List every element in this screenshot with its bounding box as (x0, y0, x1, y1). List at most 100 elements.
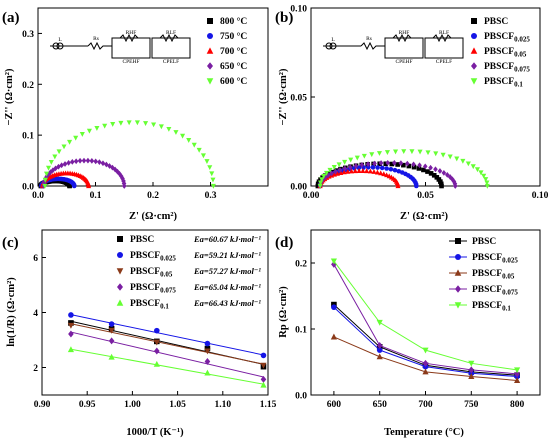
data-point (173, 130, 179, 135)
circuit-label: CPEHF (395, 59, 412, 65)
data-point (381, 171, 387, 177)
rc-element (111, 37, 151, 59)
data-point (134, 120, 140, 126)
data-point (56, 149, 62, 155)
data-point (384, 150, 390, 155)
x-tick-label: 0.2 (147, 191, 159, 201)
fit-line (70, 331, 264, 378)
resistor-icon (87, 41, 112, 51)
legend-marker (117, 236, 123, 242)
data-point (204, 369, 211, 376)
data-point (409, 149, 415, 155)
data-point (329, 170, 334, 177)
legend-marker (117, 252, 123, 258)
data-point (79, 132, 85, 137)
data-point (514, 377, 521, 383)
panel-b: 0.00 0.05 0.100.000.050.10(b)Z' (Ω·cm²)−Z'… (275, 5, 549, 223)
data-point (437, 168, 443, 174)
data-point (379, 165, 385, 171)
data-point (207, 165, 213, 171)
data-point (393, 149, 399, 155)
legend-marker (471, 62, 477, 70)
x-axis-title: Temperature (°C) (384, 427, 464, 438)
legend-marker (454, 302, 462, 309)
data-point (50, 167, 56, 174)
data-point (321, 173, 327, 179)
data-point (62, 161, 68, 167)
data-point (89, 158, 95, 164)
data-point (209, 171, 215, 177)
y-axis-title: ln(1/R) (Ω·cm²) (6, 277, 17, 347)
data-point (428, 171, 434, 176)
x-tick-label: 0.1 (90, 191, 102, 201)
data-point (360, 168, 366, 173)
data-point (361, 153, 367, 159)
data-point (406, 163, 412, 169)
x-tick-label: 750 (464, 400, 479, 410)
data-point (110, 122, 116, 127)
x-tick-label: 650 (373, 400, 388, 410)
data-point (376, 319, 383, 326)
data-point (196, 147, 202, 153)
x-tick-label: 1.15 (260, 400, 277, 410)
data-point (374, 169, 380, 175)
data-point (81, 157, 87, 164)
x-tick-label: 1.05 (169, 400, 186, 410)
circuit-label: Rs (93, 36, 99, 42)
data-point (77, 157, 83, 164)
circuit-label: RLF (166, 30, 176, 36)
y-axis-title: −Z'' (Ω·cm²) (278, 68, 289, 125)
data-point (180, 133, 186, 139)
y-tick-label: 0.0 (295, 392, 307, 402)
circuit-label: RHF (399, 30, 410, 36)
panel-label: (b) (275, 10, 293, 26)
data-point (200, 153, 206, 159)
data-point (191, 142, 197, 148)
data-point (392, 160, 397, 166)
legend-label: PBSCF0.075 (472, 285, 518, 297)
data-point (68, 312, 74, 318)
rc-element (424, 37, 464, 59)
data-point (67, 322, 75, 329)
data-point (153, 339, 160, 346)
data-point (330, 258, 337, 265)
y-tick-label: 0.00 (290, 183, 307, 193)
data-point (73, 135, 79, 141)
data-point (395, 183, 401, 189)
data-point (396, 168, 402, 174)
panel-c: 0.90 0.95 1.00 1.05 1.10 1.15 2 4 6 (c) 1000/T (K⁻… (2, 229, 277, 438)
data-point (108, 327, 115, 334)
data-point (68, 330, 74, 338)
legend-marker (455, 254, 461, 260)
data-point (414, 183, 419, 189)
equivalent-circuit: L Rs RHF CPEHF RLF CPELF (50, 30, 191, 65)
activation-energy-label: Ea=65.04 kJ·mol⁻¹ (193, 282, 261, 292)
circuit-label: CPELF (163, 59, 180, 65)
data-point (86, 128, 92, 134)
legend-marker (471, 18, 477, 24)
legend-marker (206, 47, 214, 54)
data-point (371, 169, 377, 174)
legend-label: 700 °C (220, 46, 247, 57)
data-point (460, 158, 466, 164)
data-point (376, 151, 383, 156)
data-point (260, 381, 267, 388)
data-point (345, 168, 351, 174)
data-point (126, 120, 132, 126)
x-tick-label: 1.10 (214, 400, 231, 410)
data-point (319, 177, 325, 183)
data-point (45, 165, 52, 171)
data-point (417, 162, 422, 169)
y-tick-label: 0.2 (295, 260, 307, 270)
legend-marker (207, 62, 213, 70)
data-point (59, 162, 64, 169)
data-point (348, 168, 355, 174)
x-tick-label: 0.0 (32, 191, 44, 201)
x-tick-label: 0.95 (79, 400, 96, 410)
y-tick-label: 0.1 (295, 326, 307, 336)
data-point (97, 159, 102, 166)
y-tick-label: 0.0 (22, 183, 34, 193)
legend-label: 750 °C (220, 31, 247, 42)
legend-label: 800 °C (220, 16, 247, 27)
x-tick-label: 0.10 (532, 191, 549, 201)
